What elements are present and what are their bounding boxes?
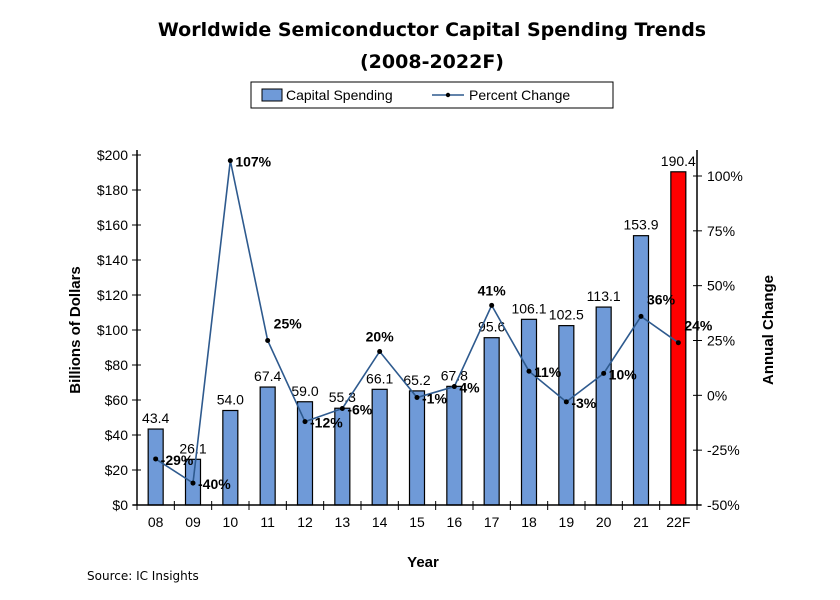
bar-label-22F: 190.4 bbox=[661, 153, 696, 169]
point-13 bbox=[339, 405, 345, 411]
y-tick-label: $40 bbox=[105, 427, 129, 443]
point-label-15: -1% bbox=[422, 391, 447, 407]
bar-label-11: 67.4 bbox=[254, 368, 281, 384]
point-label-16: 4% bbox=[459, 380, 480, 396]
point-14 bbox=[377, 348, 383, 354]
y2-tick-label: -50% bbox=[707, 497, 740, 513]
bar-18 bbox=[520, 318, 538, 506]
bar-label-14: 66.1 bbox=[366, 370, 393, 386]
bar-20 bbox=[595, 306, 612, 506]
point-22F bbox=[675, 340, 681, 346]
x-tick-label: 11 bbox=[260, 514, 275, 530]
point-16 bbox=[451, 384, 457, 390]
y-tick-label: $140 bbox=[97, 252, 128, 268]
point-label-08: -29% bbox=[161, 452, 194, 468]
x-tick-label: 16 bbox=[447, 514, 463, 530]
x-tick-label: 10 bbox=[223, 514, 239, 530]
point-20 bbox=[601, 370, 607, 376]
bar-17 bbox=[483, 337, 500, 506]
legend-percent-change: Percent Change bbox=[469, 87, 570, 103]
x-tick-label: 09 bbox=[185, 514, 201, 530]
x-tick-label: 19 bbox=[559, 514, 575, 530]
x-tick-label: 08 bbox=[148, 514, 164, 530]
legend: Capital Spending Percent Change bbox=[250, 81, 614, 109]
x-tick-label: 17 bbox=[484, 514, 500, 530]
bar-label-10: 54.0 bbox=[217, 392, 244, 408]
point-label-11: 25% bbox=[274, 316, 303, 332]
point-label-09: -40% bbox=[198, 476, 231, 492]
point-15 bbox=[414, 395, 420, 401]
point-label-17: 41% bbox=[478, 282, 507, 298]
bar-label-19: 102.5 bbox=[549, 307, 584, 323]
x-tick-label: 12 bbox=[297, 514, 313, 530]
y2-axis-label: Annual Change bbox=[760, 275, 777, 385]
y-tick-label: $120 bbox=[97, 287, 128, 303]
x-tick-label: 20 bbox=[596, 514, 612, 530]
point-19 bbox=[563, 399, 569, 405]
source-note: Source: IC Insights bbox=[87, 569, 199, 583]
bar-16 bbox=[446, 385, 463, 506]
y-tick-label: $160 bbox=[97, 217, 128, 233]
y2-tick-label: -25% bbox=[707, 442, 740, 458]
point-label-20: 10% bbox=[609, 366, 638, 382]
chart-subtitle: (2008-2022F) bbox=[360, 51, 504, 73]
x-tick-label: 22F bbox=[666, 514, 690, 530]
y2-tick-label: 50% bbox=[707, 278, 735, 294]
bar-11 bbox=[259, 386, 276, 506]
point-label-14: 20% bbox=[366, 328, 395, 344]
bar-label-12: 59.0 bbox=[291, 383, 318, 399]
point-21 bbox=[638, 313, 644, 319]
legend-line-marker bbox=[445, 92, 451, 98]
point-10 bbox=[227, 158, 233, 164]
bar-label-17: 95.6 bbox=[478, 319, 505, 335]
point-label-10: 107% bbox=[235, 154, 271, 170]
point-08 bbox=[153, 456, 159, 462]
y-axis-label: Billions of Dollars bbox=[67, 266, 84, 394]
point-label-22F: 24% bbox=[684, 318, 713, 334]
y-tick-label: $60 bbox=[105, 392, 129, 408]
x-tick-label: 13 bbox=[335, 514, 351, 530]
bar-label-13: 55.3 bbox=[329, 389, 356, 405]
point-18 bbox=[526, 368, 532, 374]
bar-label-20: 113.1 bbox=[587, 288, 621, 304]
x-tick-label: 14 bbox=[372, 514, 388, 530]
y-tick-label: $20 bbox=[105, 462, 129, 478]
point-label-19: -3% bbox=[571, 395, 596, 411]
x-axis-label: Year bbox=[407, 554, 439, 571]
y2-tick-label: 25% bbox=[707, 333, 735, 349]
x-tick-label: 21 bbox=[633, 514, 649, 530]
bar-label-21: 153.9 bbox=[623, 217, 658, 233]
point-label-13: -6% bbox=[347, 401, 372, 417]
point-17 bbox=[489, 302, 495, 308]
y-tick-label: $180 bbox=[97, 182, 128, 198]
point-12 bbox=[302, 419, 308, 425]
bar-label-15: 65.2 bbox=[403, 372, 430, 388]
bar-label-18: 106.1 bbox=[511, 300, 546, 316]
bar-label-09: 26.1 bbox=[179, 440, 206, 456]
point-09 bbox=[190, 480, 196, 486]
point-label-21: 36% bbox=[647, 291, 676, 307]
x-tick-label: 18 bbox=[521, 514, 537, 530]
point-label-18: 11% bbox=[534, 364, 562, 380]
legend-bar-swatch bbox=[261, 88, 283, 102]
y-tick-label: $0 bbox=[112, 497, 128, 513]
bar-label-08: 43.4 bbox=[142, 410, 169, 426]
bar-14 bbox=[371, 388, 388, 506]
y-tick-label: $80 bbox=[105, 357, 129, 373]
point-11 bbox=[265, 338, 271, 343]
y2-tick-label: 0% bbox=[707, 387, 727, 403]
x-tick-label: 15 bbox=[409, 514, 425, 530]
y2-tick-label: 75% bbox=[707, 223, 735, 239]
y-tick-label: $200 bbox=[97, 147, 128, 163]
y2-tick-label: 100% bbox=[707, 168, 743, 184]
bar-15 bbox=[408, 390, 426, 506]
chart-title: Worldwide Semiconductor Capital Spending… bbox=[158, 19, 706, 41]
legend-capital-spending: Capital Spending bbox=[286, 87, 393, 103]
bar-19 bbox=[558, 325, 575, 506]
point-label-12: -12% bbox=[310, 415, 343, 431]
y-tick-label: $100 bbox=[97, 322, 128, 338]
